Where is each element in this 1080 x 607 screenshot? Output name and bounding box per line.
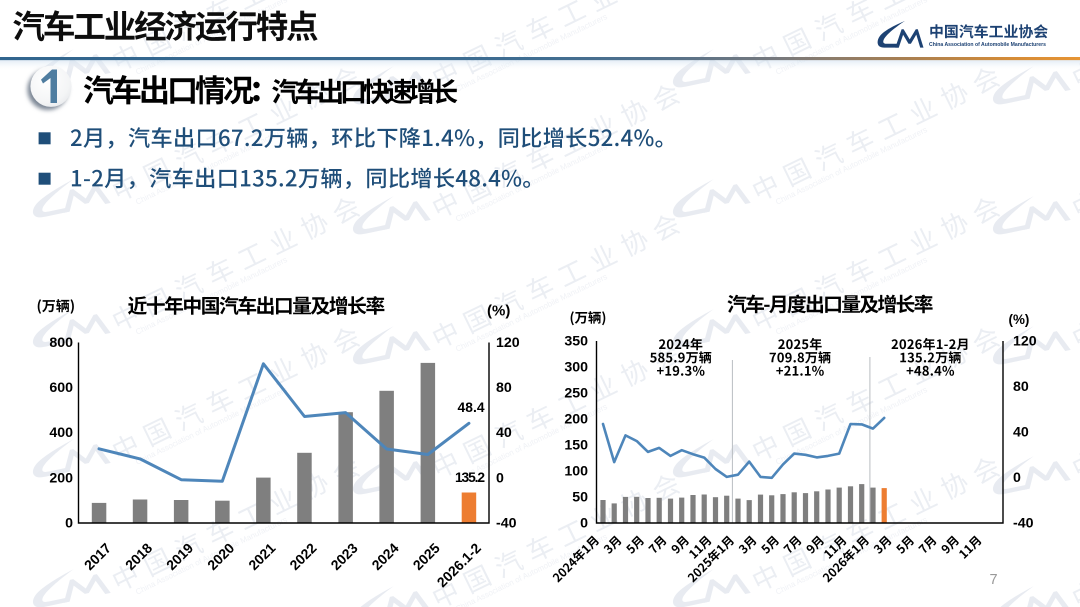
svg-text:48.4: 48.4 xyxy=(458,400,485,415)
svg-text:0: 0 xyxy=(580,516,588,532)
svg-text:-40: -40 xyxy=(1013,516,1034,532)
svg-text:(%): (%) xyxy=(487,303,510,320)
svg-text:-40: -40 xyxy=(496,516,517,532)
svg-text:100: 100 xyxy=(564,464,588,480)
svg-text:135.2: 135.2 xyxy=(455,470,485,485)
svg-text:7: 7 xyxy=(990,572,998,588)
svg-text:200: 200 xyxy=(49,470,73,486)
svg-text:250: 250 xyxy=(564,386,588,402)
svg-text:150: 150 xyxy=(564,438,588,454)
svg-text:120: 120 xyxy=(1013,334,1037,350)
svg-text:0: 0 xyxy=(65,516,73,532)
svg-text:40: 40 xyxy=(1013,425,1029,441)
svg-text:200: 200 xyxy=(564,412,588,428)
svg-text:40: 40 xyxy=(496,425,512,441)
svg-text:(%): (%) xyxy=(1009,312,1030,327)
svg-text:80: 80 xyxy=(1013,379,1029,395)
svg-text:0: 0 xyxy=(1013,470,1021,486)
svg-text:300: 300 xyxy=(564,360,588,376)
svg-text:400: 400 xyxy=(49,425,73,441)
svg-text:50: 50 xyxy=(572,490,588,506)
svg-text:80: 80 xyxy=(496,380,512,396)
svg-text:350: 350 xyxy=(564,334,588,350)
svg-text:120: 120 xyxy=(496,335,520,351)
svg-text:China Association of Automobil: China Association of Automobile Manufact… xyxy=(929,42,1046,48)
svg-text:800: 800 xyxy=(49,335,73,351)
svg-text:0: 0 xyxy=(496,470,504,486)
svg-text:600: 600 xyxy=(49,380,73,396)
